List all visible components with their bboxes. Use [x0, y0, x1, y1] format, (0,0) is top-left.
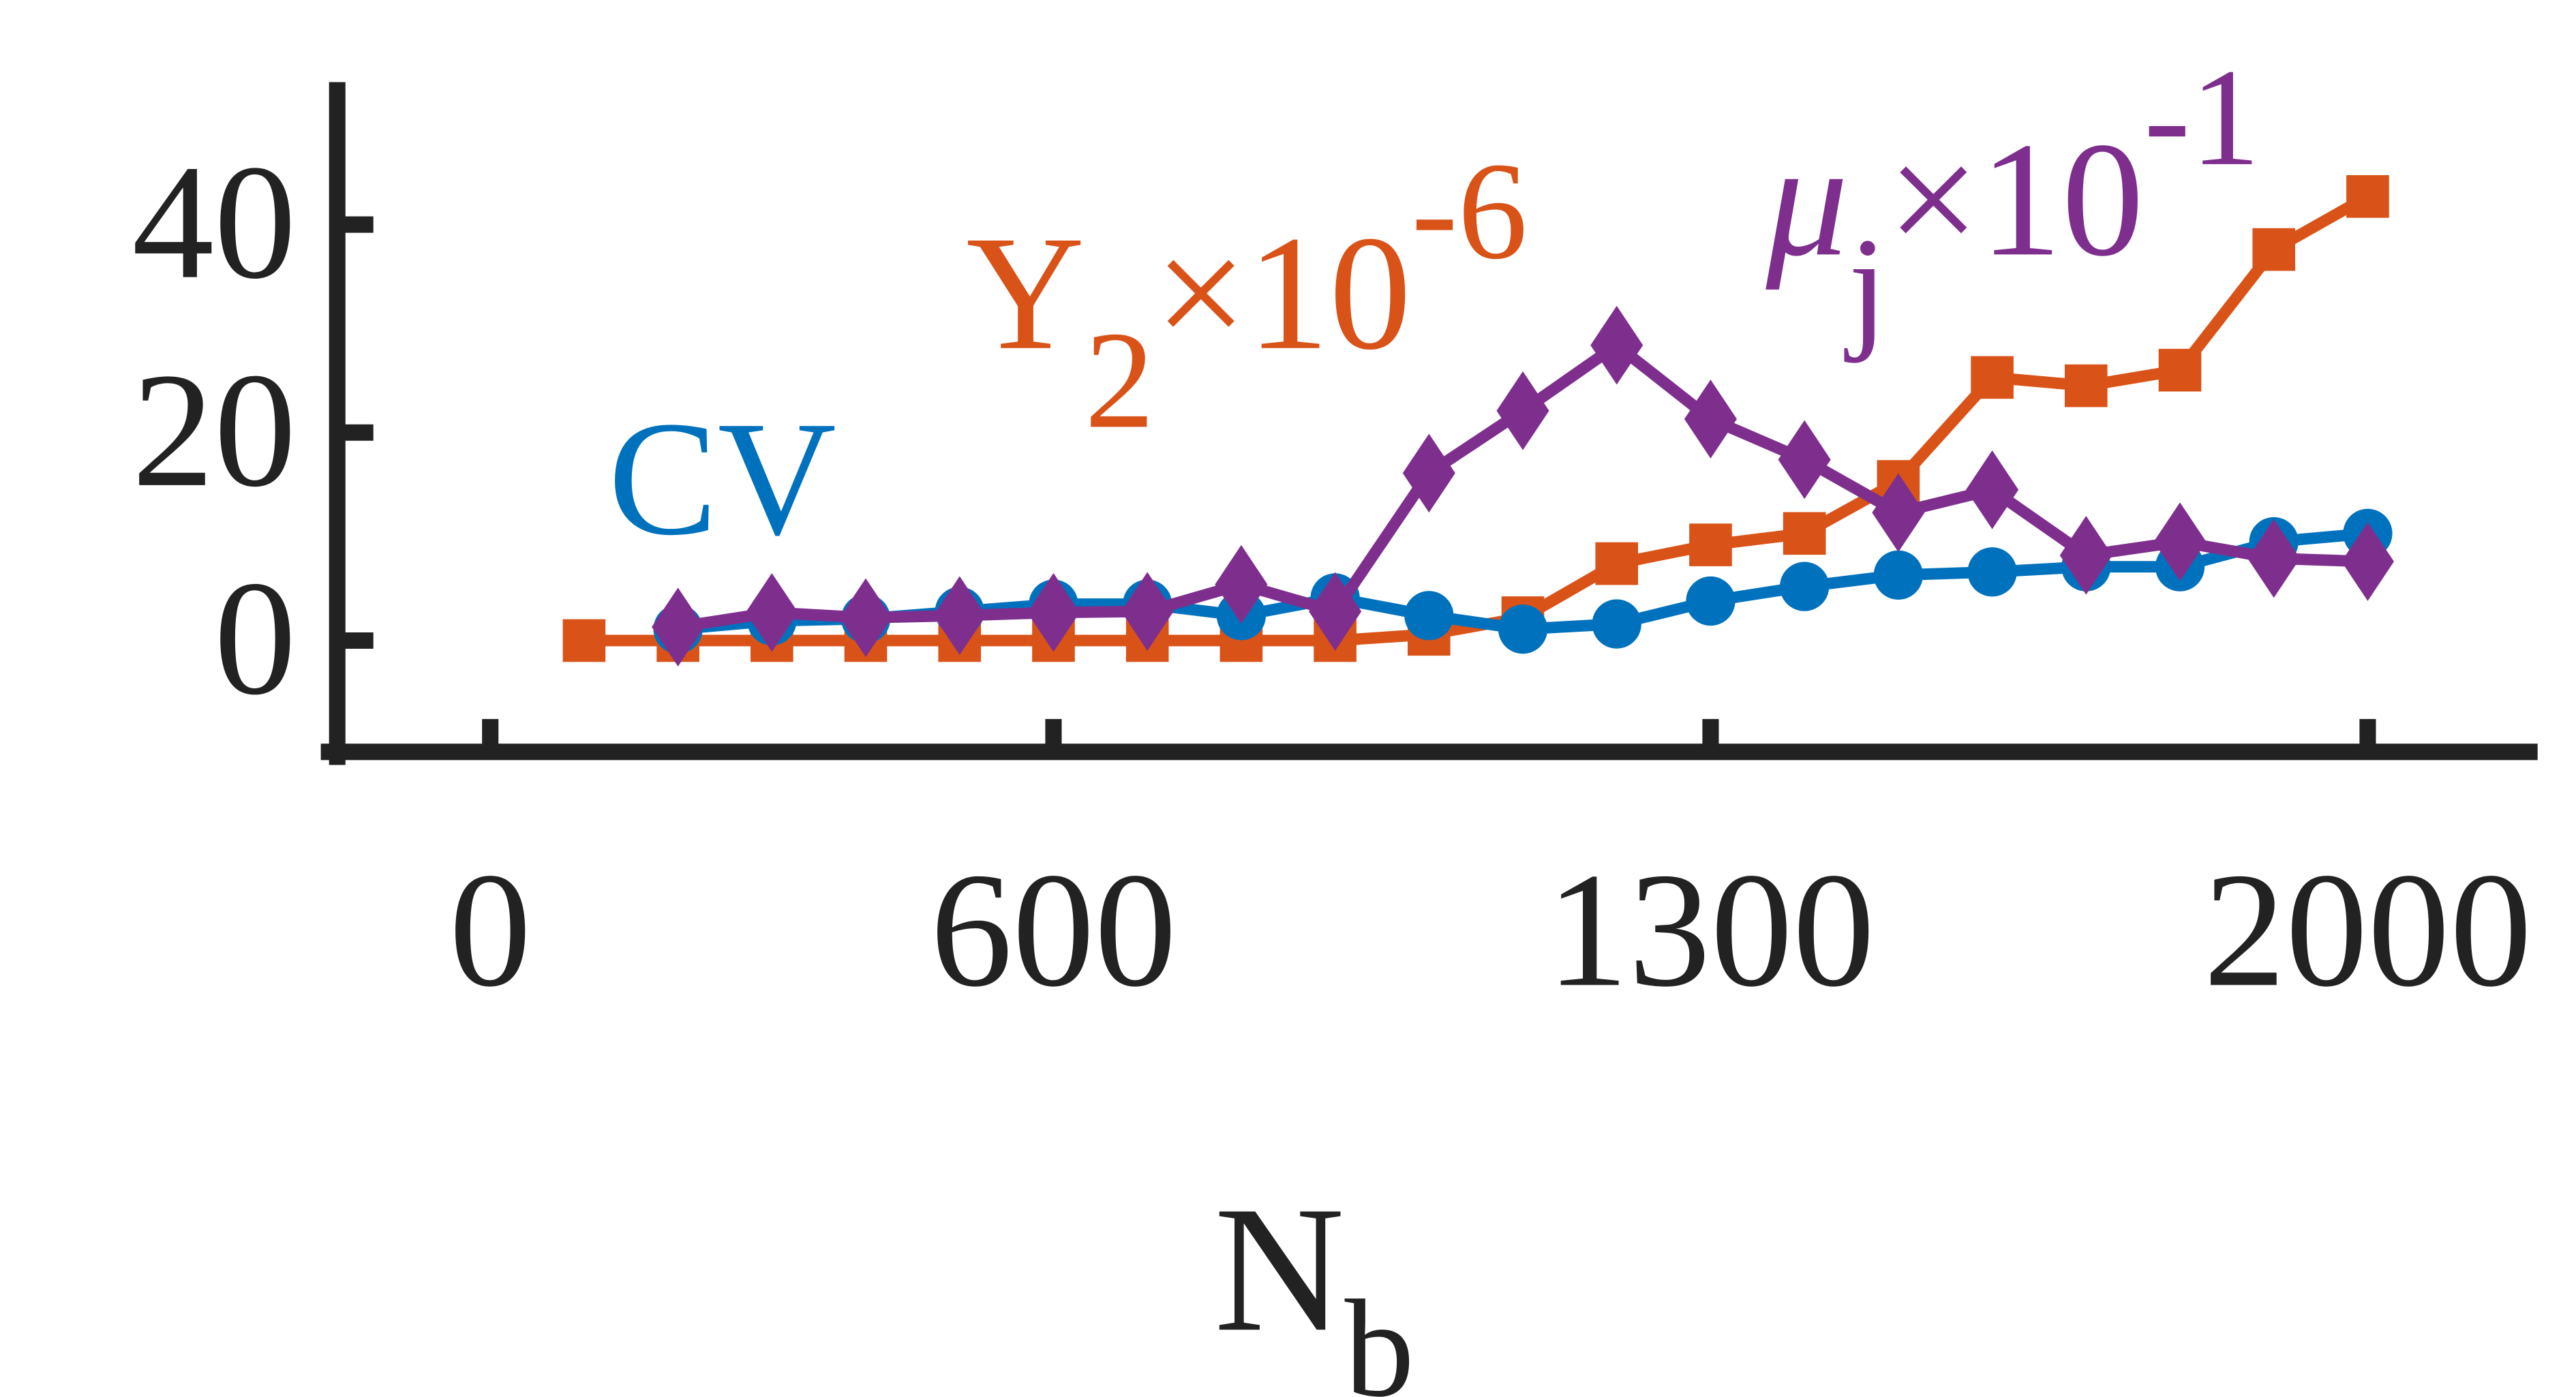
- marker: [1872, 473, 1925, 553]
- marker: [1592, 599, 1641, 649]
- marker: [1496, 371, 1549, 450]
- series-label-name: Y: [966, 202, 1085, 384]
- marker: [745, 572, 798, 652]
- marker: [1402, 433, 1455, 513]
- marker: [1498, 604, 1548, 654]
- marker: [2158, 348, 2202, 392]
- marker: [1027, 572, 1080, 652]
- series: [652, 305, 2394, 666]
- series-label: Y2×10-6: [966, 134, 1528, 457]
- marker: [1404, 591, 1454, 641]
- marker: [1121, 572, 1174, 651]
- series-label-sub: j: [1844, 210, 1887, 364]
- series-label-sub: 2: [1085, 303, 1154, 457]
- x-tick-label: 1300: [1547, 839, 1875, 1021]
- marker: [1966, 450, 2019, 529]
- marker: [2252, 228, 2296, 271]
- marker: [1309, 572, 1362, 651]
- marker: [1967, 547, 2017, 597]
- x-axis-label-main: N: [1214, 1169, 1344, 1369]
- marker: [1778, 420, 1831, 500]
- series-label-suffix: ×10: [1887, 108, 2144, 290]
- x-tick-label: 0: [449, 839, 531, 1021]
- y-tick-label: 20: [132, 339, 297, 521]
- y-tick-label: 0: [214, 547, 296, 729]
- series: [562, 175, 2389, 662]
- marker: [933, 576, 986, 656]
- x-axis-label-sub: b: [1345, 1272, 1414, 1397]
- marker: [1689, 523, 1732, 566]
- series-label-sup: -6: [1411, 134, 1528, 288]
- series-label-name: CV: [608, 388, 836, 570]
- marker: [652, 587, 705, 666]
- marker: [839, 578, 892, 658]
- marker: [1783, 512, 1826, 555]
- marker: [1215, 544, 1268, 624]
- marker: [2247, 519, 2301, 598]
- x-axis-label: Nb: [1214, 1169, 1414, 1397]
- marker: [2346, 175, 2389, 218]
- x-tick-label: 600: [930, 839, 1177, 1021]
- series: [653, 508, 2393, 654]
- x-tick-label: 2000: [2204, 839, 2532, 1021]
- marker: [2064, 364, 2108, 408]
- series-label: CV: [608, 388, 836, 570]
- marker: [1590, 305, 1643, 385]
- marker: [2059, 516, 2112, 595]
- series-label-name: μ: [1765, 108, 1848, 290]
- marker: [1873, 550, 1924, 600]
- marker: [1684, 380, 1737, 459]
- marker: [1780, 562, 1830, 611]
- series-label-suffix: ×10: [1155, 202, 1412, 384]
- marker: [1595, 542, 1639, 585]
- marker: [562, 619, 606, 662]
- series-label-sup: -1: [2144, 41, 2260, 195]
- marker: [2153, 502, 2207, 581]
- y-tick-label: 40: [132, 132, 297, 313]
- series-label: μj×10-1: [1765, 41, 2260, 364]
- marker: [1971, 356, 2014, 399]
- marker: [2341, 522, 2394, 601]
- marker: [1686, 576, 1736, 626]
